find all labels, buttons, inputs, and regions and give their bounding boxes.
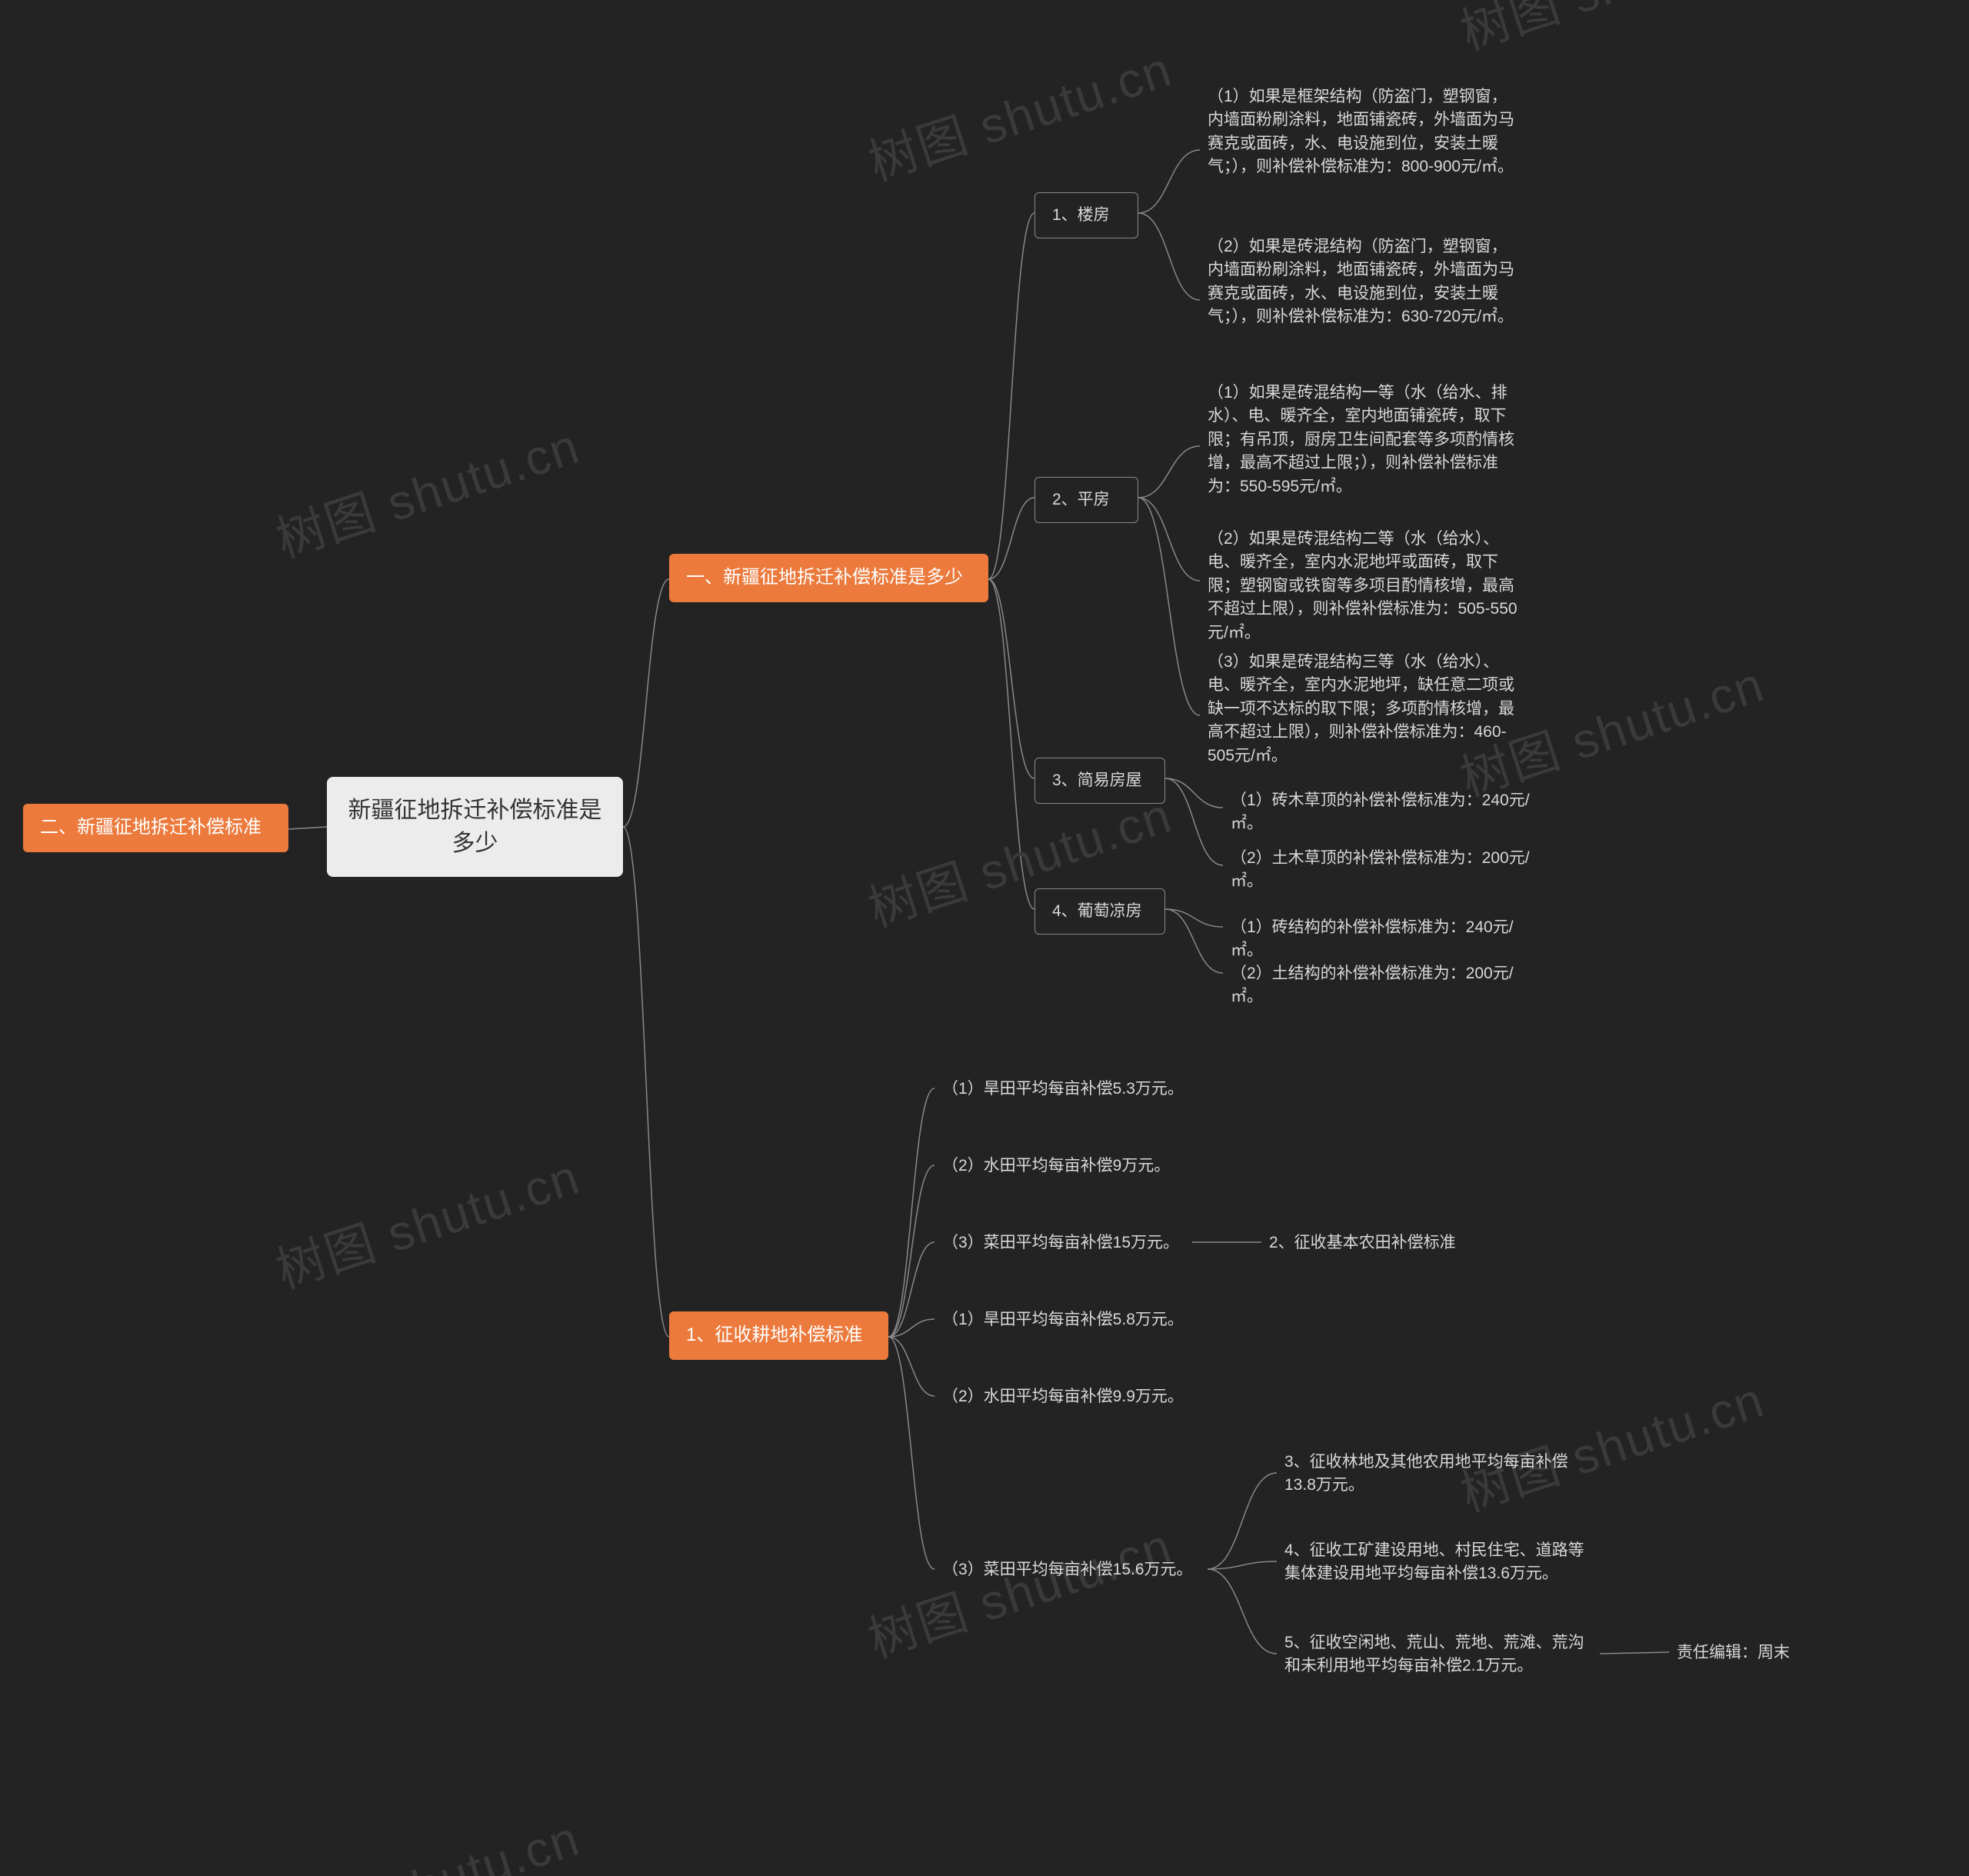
node-label: 新疆征地拆迁补偿标准是多少	[344, 794, 606, 861]
node-label: （1）如果是框架结构（防盗门，塑钢窗，内墙面粉刷涂料，地面铺瓷砖，外墙面为马赛克…	[1208, 85, 1519, 179]
node-label: （1）砖木草顶的补偿补偿标准为：240元/㎡。	[1231, 789, 1538, 836]
node-label: （2）如果是砖混结构（防盗门，塑钢窗，内墙面粉刷涂料，地面铺瓷砖，外墙面为马赛克…	[1208, 235, 1519, 329]
node-s1-2b[interactable]: （2）如果是砖混结构二等（水（给水）、电、暖齐全，室内水泥地坪或面砖，取下限；塑…	[1200, 523, 1527, 649]
node-label: （3）菜田平均每亩补偿15万元。	[942, 1231, 1179, 1255]
node-label: （1）旱田平均每亩补偿5.8万元。	[942, 1308, 1184, 1331]
node-s2-6[interactable]: （3）菜田平均每亩补偿15.6万元。	[935, 1554, 1208, 1586]
node-label: 4、葡萄凉房	[1052, 900, 1142, 923]
link-sec1-1-s1-1a	[1138, 150, 1200, 213]
node-label: 1、楼房	[1052, 204, 1110, 227]
link-s2-6-s2-6b	[1208, 1561, 1277, 1569]
link-sec1-2-s1-2b	[1138, 498, 1200, 581]
node-label: （2）水田平均每亩补偿9.9万元。	[942, 1385, 1184, 1408]
link-sec2-s2-4	[888, 1319, 935, 1337]
node-root[interactable]: 新疆征地拆迁补偿标准是多少	[327, 777, 623, 877]
node-label: （1）旱田平均每亩补偿5.3万元。	[942, 1078, 1184, 1101]
link-root-left-l2	[288, 827, 327, 829]
node-s1-2c[interactable]: （3）如果是砖混结构三等（水（给水）、电、暖齐全，室内水泥地坪，缺任意二项或缺一…	[1200, 646, 1527, 772]
link-sec1-3-s1-3b	[1165, 778, 1223, 865]
mindmap-canvas: 树图 shutu.cn 树图 shutu.cn 树图 shutu.cn 树图 shut…	[0, 0, 1969, 1876]
watermark: 树图 shutu.cn	[1451, 0, 1772, 64]
link-s2-6c-editor	[1600, 1652, 1669, 1654]
node-label: 3、征收林地及其他农用地平均每亩补偿13.8万元。	[1284, 1451, 1592, 1498]
link-sec2-s2-2	[888, 1165, 935, 1337]
watermark: 树图 shutu.cn	[858, 30, 1180, 195]
node-label: 3、简易房屋	[1052, 769, 1142, 792]
node-label: 1、征收耕地补偿标准	[686, 1322, 862, 1349]
node-s2-1[interactable]: （1）旱田平均每亩补偿5.3万元。	[935, 1073, 1192, 1105]
link-root-sec2	[623, 827, 669, 1337]
node-label: 二、新疆征地拆迁补偿标准	[40, 815, 262, 841]
watermark: 树图 shutu.cn	[266, 1138, 588, 1302]
link-sec2-s2-6	[888, 1337, 935, 1569]
node-s2-3[interactable]: （3）菜田平均每亩补偿15万元。	[935, 1227, 1192, 1259]
link-sec1-2-s1-2a	[1138, 446, 1200, 498]
link-sec1-4-s1-4a	[1165, 909, 1223, 927]
node-s1-3b[interactable]: （2）土木草顶的补偿补偿标准为：200元/㎡。	[1223, 842, 1546, 898]
link-s2-6-s2-6c	[1208, 1569, 1277, 1654]
link-sec1-4-s1-4b	[1165, 909, 1223, 973]
node-s2-2[interactable]: （2）水田平均每亩补偿9万元。	[935, 1150, 1192, 1182]
node-sec1-2[interactable]: 2、平房	[1034, 477, 1138, 523]
link-sec2-s2-3	[888, 1242, 935, 1337]
node-label: （2）水田平均每亩补偿9万元。	[942, 1155, 1170, 1178]
node-label: 责任编辑：周末	[1677, 1641, 1790, 1664]
link-sec2-s2-1	[888, 1088, 935, 1337]
node-label: （2）土木草顶的补偿补偿标准为：200元/㎡。	[1231, 847, 1538, 894]
node-s2-6c[interactable]: 5、征收空闲地、荒山、荒地、荒滩、荒沟和未利用地平均每亩补偿2.1万元。	[1277, 1627, 1600, 1683]
link-sec1-3-s1-3a	[1165, 778, 1223, 808]
node-s2-6b[interactable]: 4、征收工矿建设用地、村民住宅、道路等集体建设用地平均每亩补偿13.6万元。	[1277, 1534, 1600, 1591]
node-label: （1）砖结构的补偿补偿标准为：240元/㎡。	[1231, 916, 1538, 963]
node-label: （2）如果是砖混结构二等（水（给水）、电、暖齐全，室内水泥地坪或面砖，取下限；塑…	[1208, 528, 1519, 645]
node-s1-3a[interactable]: （1）砖木草顶的补偿补偿标准为：240元/㎡。	[1223, 785, 1546, 841]
watermark: 树图 shutu.cn	[266, 1799, 588, 1876]
node-s2-3r[interactable]: 2、征收基本农田补偿标准	[1261, 1227, 1477, 1259]
node-sec1-3[interactable]: 3、简易房屋	[1034, 758, 1165, 804]
node-s1-1a[interactable]: （1）如果是框架结构（防盗门，塑钢窗，内墙面粉刷涂料，地面铺瓷砖，外墙面为马赛克…	[1200, 81, 1527, 184]
node-s1-2a[interactable]: （1）如果是砖混结构一等（水（给水、排水）、电、暖齐全，室内地面铺瓷砖，取下限；…	[1200, 377, 1527, 503]
node-label: 4、征收工矿建设用地、村民住宅、道路等集体建设用地平均每亩补偿13.6万元。	[1284, 1539, 1592, 1586]
node-label: （3）如果是砖混结构三等（水（给水）、电、暖齐全，室内水泥地坪，缺任意二项或缺一…	[1208, 651, 1519, 768]
node-label: （2）土结构的补偿补偿标准为：200元/㎡。	[1231, 962, 1538, 1009]
links-layer	[0, 0, 1969, 1876]
node-sec2[interactable]: 1、征收耕地补偿标准	[669, 1311, 888, 1360]
node-label: 2、平房	[1052, 488, 1110, 511]
link-sec1-sec1-1	[988, 213, 1034, 579]
node-label: 2、征收基本农田补偿标准	[1269, 1231, 1456, 1255]
node-label: 5、征收空闲地、荒山、荒地、荒滩、荒沟和未利用地平均每亩补偿2.1万元。	[1284, 1631, 1592, 1678]
node-s1-4b[interactable]: （2）土结构的补偿补偿标准为：200元/㎡。	[1223, 958, 1546, 1014]
node-left-l2[interactable]: 二、新疆征地拆迁补偿标准	[23, 804, 288, 852]
link-s2-6-s2-6a	[1208, 1473, 1277, 1569]
node-s1-1b[interactable]: （2）如果是砖混结构（防盗门，塑钢窗，内墙面粉刷涂料，地面铺瓷砖，外墙面为马赛克…	[1200, 231, 1527, 334]
node-label: （3）菜田平均每亩补偿15.6万元。	[942, 1558, 1193, 1581]
link-sec1-sec1-3	[988, 579, 1034, 778]
link-sec1-sec1-4	[988, 579, 1034, 909]
link-sec1-sec1-2	[988, 498, 1034, 579]
link-root-sec1	[623, 579, 669, 827]
node-s2-5[interactable]: （2）水田平均每亩补偿9.9万元。	[935, 1381, 1192, 1413]
node-label: （1）如果是砖混结构一等（水（给水、排水）、电、暖齐全，室内地面铺瓷砖，取下限；…	[1208, 382, 1519, 498]
node-s2-6a[interactable]: 3、征收林地及其他农用地平均每亩补偿13.8万元。	[1277, 1446, 1600, 1502]
node-s2-4[interactable]: （1）旱田平均每亩补偿5.8万元。	[935, 1304, 1192, 1336]
node-sec1-4[interactable]: 4、葡萄凉房	[1034, 888, 1165, 935]
watermark: 树图 shutu.cn	[858, 1507, 1180, 1671]
watermark: 树图 shutu.cn	[266, 407, 588, 571]
node-sec1-1[interactable]: 1、楼房	[1034, 192, 1138, 238]
link-sec2-s2-5	[888, 1337, 935, 1396]
node-label: 一、新疆征地拆迁补偿标准是多少	[686, 565, 963, 591]
link-sec1-1-s1-1b	[1138, 213, 1200, 300]
node-sec1[interactable]: 一、新疆征地拆迁补偿标准是多少	[669, 554, 988, 602]
link-sec1-2-s1-2c	[1138, 498, 1200, 715]
node-editor[interactable]: 责任编辑：周末	[1669, 1637, 1831, 1669]
